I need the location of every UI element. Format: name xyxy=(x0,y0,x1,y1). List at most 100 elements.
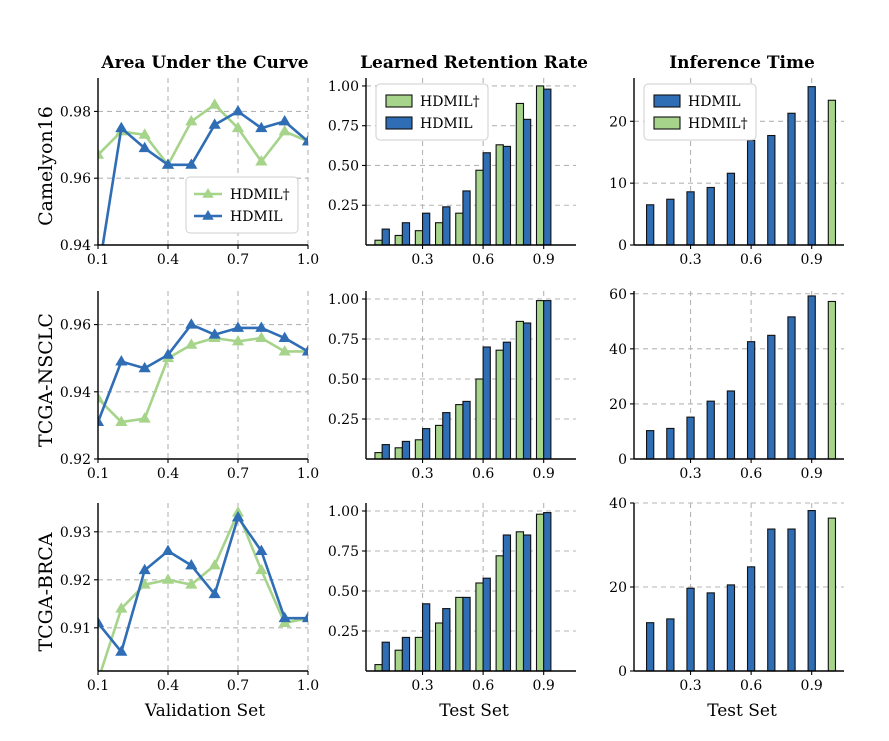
bar-hdmil-dagger xyxy=(455,596,464,672)
legend-label-hdmil-dagger: HDMIL† xyxy=(420,94,480,110)
marker-hdmil xyxy=(185,158,198,169)
marker-hdmil-dagger xyxy=(255,563,268,575)
x-tick-label: 0.6 xyxy=(472,466,494,482)
bar-hdmil-dagger xyxy=(394,649,403,672)
marker-hdmil xyxy=(301,135,308,146)
marker-hdmil xyxy=(115,121,128,133)
marker-hdmil-dagger xyxy=(208,98,221,109)
marker-hdmil xyxy=(98,616,105,627)
y-tick-label: 20 xyxy=(609,397,627,413)
y-tick-label: 40 xyxy=(609,496,627,512)
line-hdmil-dagger xyxy=(98,103,308,167)
bar-hdmil xyxy=(807,86,816,246)
x-tick-label: 0.7 xyxy=(227,252,249,268)
bar-hdmil xyxy=(686,191,695,246)
legend-marker-hdmil xyxy=(202,210,214,220)
bar-hdmil xyxy=(442,206,451,246)
marker-hdmil xyxy=(98,415,105,427)
marker-hdmil xyxy=(161,544,175,555)
legend-swatch-hdmil xyxy=(653,94,681,108)
bar-hdmil xyxy=(726,172,736,246)
panel-2-2: 0.3 0.6 0.9 0.25 0.50 0.75 1.00 xyxy=(328,291,576,482)
bar-hdmil-dagger xyxy=(475,169,484,246)
marker-hdmil-dagger xyxy=(185,115,198,126)
marker-hdmil xyxy=(208,118,221,129)
bar-hdmil-dagger xyxy=(394,447,403,460)
line-hdmil-dagger xyxy=(98,336,308,424)
panel-3-2: 0.3 0.6 0.9 0.25 0.50 0.75 1.00 xyxy=(328,503,576,694)
marker-hdmil-dagger xyxy=(115,602,128,613)
bar-hdmil xyxy=(482,346,491,460)
column-title-retention: Learned Retention Rate xyxy=(360,53,588,73)
bar-hdmil xyxy=(543,88,552,246)
panel-1-1: 0.1 0.4 0.7 1.0 0.94 0.96 0.98 HDMIL† HDMIL xyxy=(60,78,319,268)
x-tick-label: 0.1 xyxy=(87,466,109,482)
bar-hdmil xyxy=(746,566,756,672)
line-series-group xyxy=(98,318,308,427)
x-tick-label: 0.7 xyxy=(227,466,249,482)
x-tick-label: 0.1 xyxy=(87,678,109,694)
bar-hdmil xyxy=(522,534,532,672)
y-tick-label: 0.98 xyxy=(60,104,91,120)
y-tick-label: 0.50 xyxy=(328,158,359,174)
marker-hdmil xyxy=(115,645,128,656)
legend-swatch-hdmil xyxy=(385,116,413,130)
y-tick-label: 0.93 xyxy=(60,525,91,541)
bar-hdmil xyxy=(401,440,411,460)
y-tick-label: 20 xyxy=(609,580,627,596)
marker-hdmil xyxy=(231,321,245,332)
legend-label-hdmil: HDMIL xyxy=(420,116,473,132)
y-tick-label: 60 xyxy=(609,287,627,303)
marker-hdmil xyxy=(255,321,268,332)
bar-hdmil-dagger xyxy=(374,452,383,460)
x-tick-label: 0.9 xyxy=(801,252,823,268)
marker-hdmil xyxy=(185,318,198,329)
bar-hdmil-dagger xyxy=(374,664,383,672)
bar-hdmil-dagger xyxy=(827,99,837,246)
bar-hdmil xyxy=(401,636,411,672)
panel-2-3: 0.3 0.6 0.9 0 20 40 60 xyxy=(609,287,844,482)
y-tick-label: 10 xyxy=(609,176,627,192)
marker-hdmil xyxy=(255,121,268,133)
y-tick-label: 0.96 xyxy=(60,171,91,187)
xlabel-auc: Validation Set xyxy=(144,701,265,721)
y-tick-label: 0.94 xyxy=(60,238,91,254)
line-hdmil xyxy=(101,110,308,245)
y-tick-label: 0.50 xyxy=(328,372,359,388)
marker-hdmil xyxy=(161,348,175,359)
bar-hdmil xyxy=(746,341,756,460)
legend-marker-hdmil-dagger xyxy=(202,188,214,198)
x-tick-label: 1.0 xyxy=(297,252,319,268)
x-tick-label: 0.7 xyxy=(227,678,249,694)
bar-hdmil xyxy=(666,427,675,460)
marker-hdmil xyxy=(161,158,175,169)
marker-hdmil xyxy=(185,559,198,570)
legend-swatch-hdmil-dagger xyxy=(385,94,413,108)
bar-hdmil xyxy=(706,400,715,460)
bar-hdmil xyxy=(442,608,451,672)
bar-hdmil-dagger xyxy=(434,622,444,672)
bar-hdmil-dagger xyxy=(515,320,525,460)
bar-hdmil xyxy=(421,212,431,246)
bar-hdmil xyxy=(421,603,431,672)
y-tick-label: 0.75 xyxy=(328,119,359,135)
marker-hdmil-dagger xyxy=(98,392,105,403)
marker-hdmil-dagger xyxy=(208,559,221,570)
bar-hdmil xyxy=(442,412,451,460)
y-tick-label: 1.00 xyxy=(328,79,359,95)
panel-1-2: 0.3 0.6 0.9 0.25 0.50 0.75 1.00 HDMIL† HDMIL xyxy=(328,78,576,268)
bar-hdmil xyxy=(381,228,390,246)
panel-1-3: 0.3 0.6 0.9 0 10 20 HDMIL HDMIL† xyxy=(609,78,844,268)
bar-hdmil-dagger xyxy=(414,636,424,672)
marker-hdmil-dagger xyxy=(138,128,151,139)
x-tick-label: 0.6 xyxy=(472,678,494,694)
bar-hdmil xyxy=(787,528,796,672)
x-tick-label: 0.3 xyxy=(679,466,701,482)
bar-hdmil xyxy=(462,596,471,672)
legend-box xyxy=(185,176,299,234)
legend: HDMIL† HDMIL xyxy=(185,176,299,234)
panel-2-1: 0.1 0.4 0.7 1.0 0.92 0.94 0.96 xyxy=(60,291,319,482)
marker-hdmil-dagger xyxy=(255,155,268,166)
x-tick-label: 0.3 xyxy=(411,252,433,268)
